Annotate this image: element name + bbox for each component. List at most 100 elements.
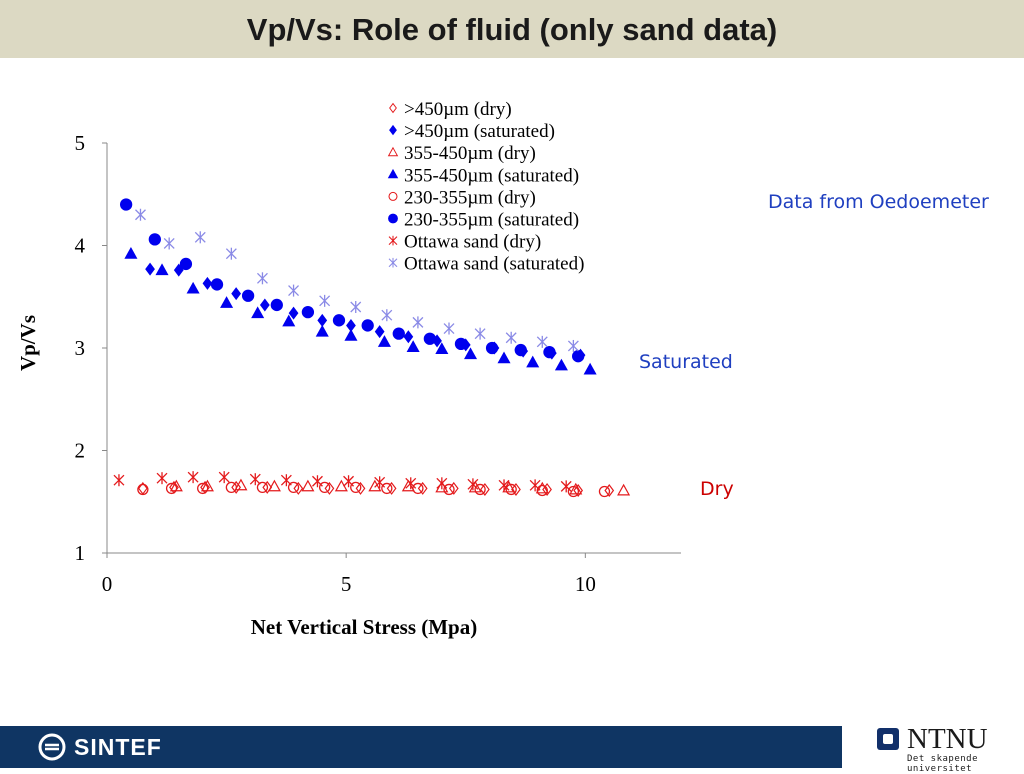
data-point-s0 — [604, 483, 615, 497]
data-point-s0 — [324, 481, 335, 495]
data-point-s7 — [443, 322, 455, 335]
data-point-s6 — [113, 474, 125, 487]
data-point-s3 — [526, 355, 540, 368]
data-point-s4 — [536, 484, 548, 497]
footer-bar — [0, 726, 842, 768]
legend-entry: 355-450µm (dry) — [404, 143, 536, 164]
data-point-s6 — [187, 471, 199, 484]
data-point-s7 — [225, 247, 237, 260]
data-point-s1 — [288, 306, 299, 320]
data-point-s4 — [505, 483, 517, 496]
data-point-s1 — [374, 325, 385, 339]
data-source-note: Data from Oedoemeter — [768, 191, 989, 213]
data-point-s3 — [315, 324, 329, 337]
legend-entry: >450µm (saturated) — [404, 121, 555, 142]
dry-label: Dry — [700, 478, 734, 500]
legend-entry: 230-355µm (dry) — [404, 187, 536, 208]
sintef-logo-icon — [38, 733, 66, 761]
data-point-s5 — [543, 345, 556, 359]
data-point-s7 — [256, 272, 268, 285]
data-point-s3 — [497, 351, 511, 364]
data-point-s2 — [617, 483, 631, 496]
y-tick-label: 1 — [75, 541, 86, 565]
data-point-s7 — [163, 237, 175, 250]
data-point-s7 — [412, 316, 424, 329]
legend-entry: >450µm (dry) — [404, 99, 512, 120]
data-point-s7 — [536, 335, 548, 348]
data-point-s0 — [417, 481, 428, 495]
data-point-s4 — [381, 482, 393, 495]
data-point-s4 — [287, 481, 300, 494]
data-point-s7 — [474, 327, 486, 340]
data-point-s0 — [448, 481, 459, 495]
data-point-s7 — [288, 284, 300, 297]
legend-marker — [388, 191, 398, 201]
data-point-s3 — [464, 347, 478, 360]
ntnu-logo-icon — [877, 728, 899, 750]
data-point-s6 — [280, 474, 292, 487]
data-point-s7 — [350, 301, 362, 313]
data-point-s2 — [267, 479, 281, 492]
data-point-s4 — [474, 483, 486, 496]
legend-marker — [387, 146, 399, 157]
data-point-s6 — [529, 479, 541, 492]
data-point-s3 — [155, 263, 169, 276]
data-point-s2 — [234, 478, 248, 491]
data-point-s6 — [498, 479, 510, 492]
data-point-s5 — [361, 319, 374, 332]
data-point-s4 — [137, 483, 149, 496]
data-point-s5 — [210, 278, 224, 291]
legend-entry: Ottawa sand (saturated) — [404, 254, 584, 275]
data-point-s6 — [467, 478, 479, 491]
legend-entry: 355-450µm (saturated) — [404, 165, 579, 186]
data-point-s7 — [505, 331, 517, 344]
data-point-s4 — [225, 481, 238, 494]
data-point-s5 — [423, 332, 437, 345]
data-point-s6 — [312, 475, 323, 488]
legend-marker — [388, 235, 398, 246]
legend-marker — [387, 168, 399, 179]
data-point-s0 — [293, 481, 304, 495]
data-point-s1 — [403, 330, 414, 344]
data-point-s2 — [535, 481, 549, 494]
y-axis-label: Vp/Vs — [16, 315, 40, 371]
data-point-s6 — [156, 472, 168, 485]
data-point-s4 — [318, 481, 331, 494]
data-point-s3 — [251, 306, 265, 319]
data-point-s4 — [598, 485, 611, 498]
data-point-s4 — [165, 482, 178, 495]
x-tick-label: 10 — [575, 572, 596, 596]
data-point-s6 — [560, 480, 572, 493]
data-point-s4 — [197, 482, 209, 495]
data-point-s6 — [436, 477, 448, 490]
data-point-s5 — [119, 198, 133, 211]
data-point-s4 — [412, 482, 424, 495]
data-point-s6 — [405, 477, 417, 490]
y-tick-label: 5 — [75, 131, 86, 155]
legend-marker — [388, 213, 398, 224]
data-point-s0 — [355, 481, 366, 495]
data-point-s0 — [511, 482, 521, 496]
data-point-s7 — [381, 309, 393, 322]
data-point-s5 — [301, 305, 315, 319]
data-point-s0 — [262, 480, 273, 494]
data-point-s1 — [231, 287, 242, 301]
legend-entry: Ottawa sand (dry) — [404, 232, 541, 253]
data-point-s2 — [301, 479, 315, 492]
legend-marker — [389, 102, 397, 114]
sintef-logo-text: SINTEF — [74, 734, 162, 760]
data-point-s3 — [583, 362, 597, 375]
data-point-s4 — [256, 481, 269, 494]
data-point-s3 — [435, 342, 449, 355]
legend-entry: 230-355µm (saturated) — [404, 210, 579, 231]
x-tick-label: 0 — [102, 572, 113, 596]
data-point-s0 — [480, 482, 490, 496]
data-point-s3 — [220, 296, 234, 308]
data-point-s5 — [270, 298, 283, 312]
data-point-s3 — [377, 335, 391, 347]
y-tick-label: 2 — [75, 439, 86, 463]
data-point-s5 — [392, 327, 405, 340]
data-point-s6 — [374, 476, 386, 489]
data-point-s1 — [145, 262, 155, 276]
